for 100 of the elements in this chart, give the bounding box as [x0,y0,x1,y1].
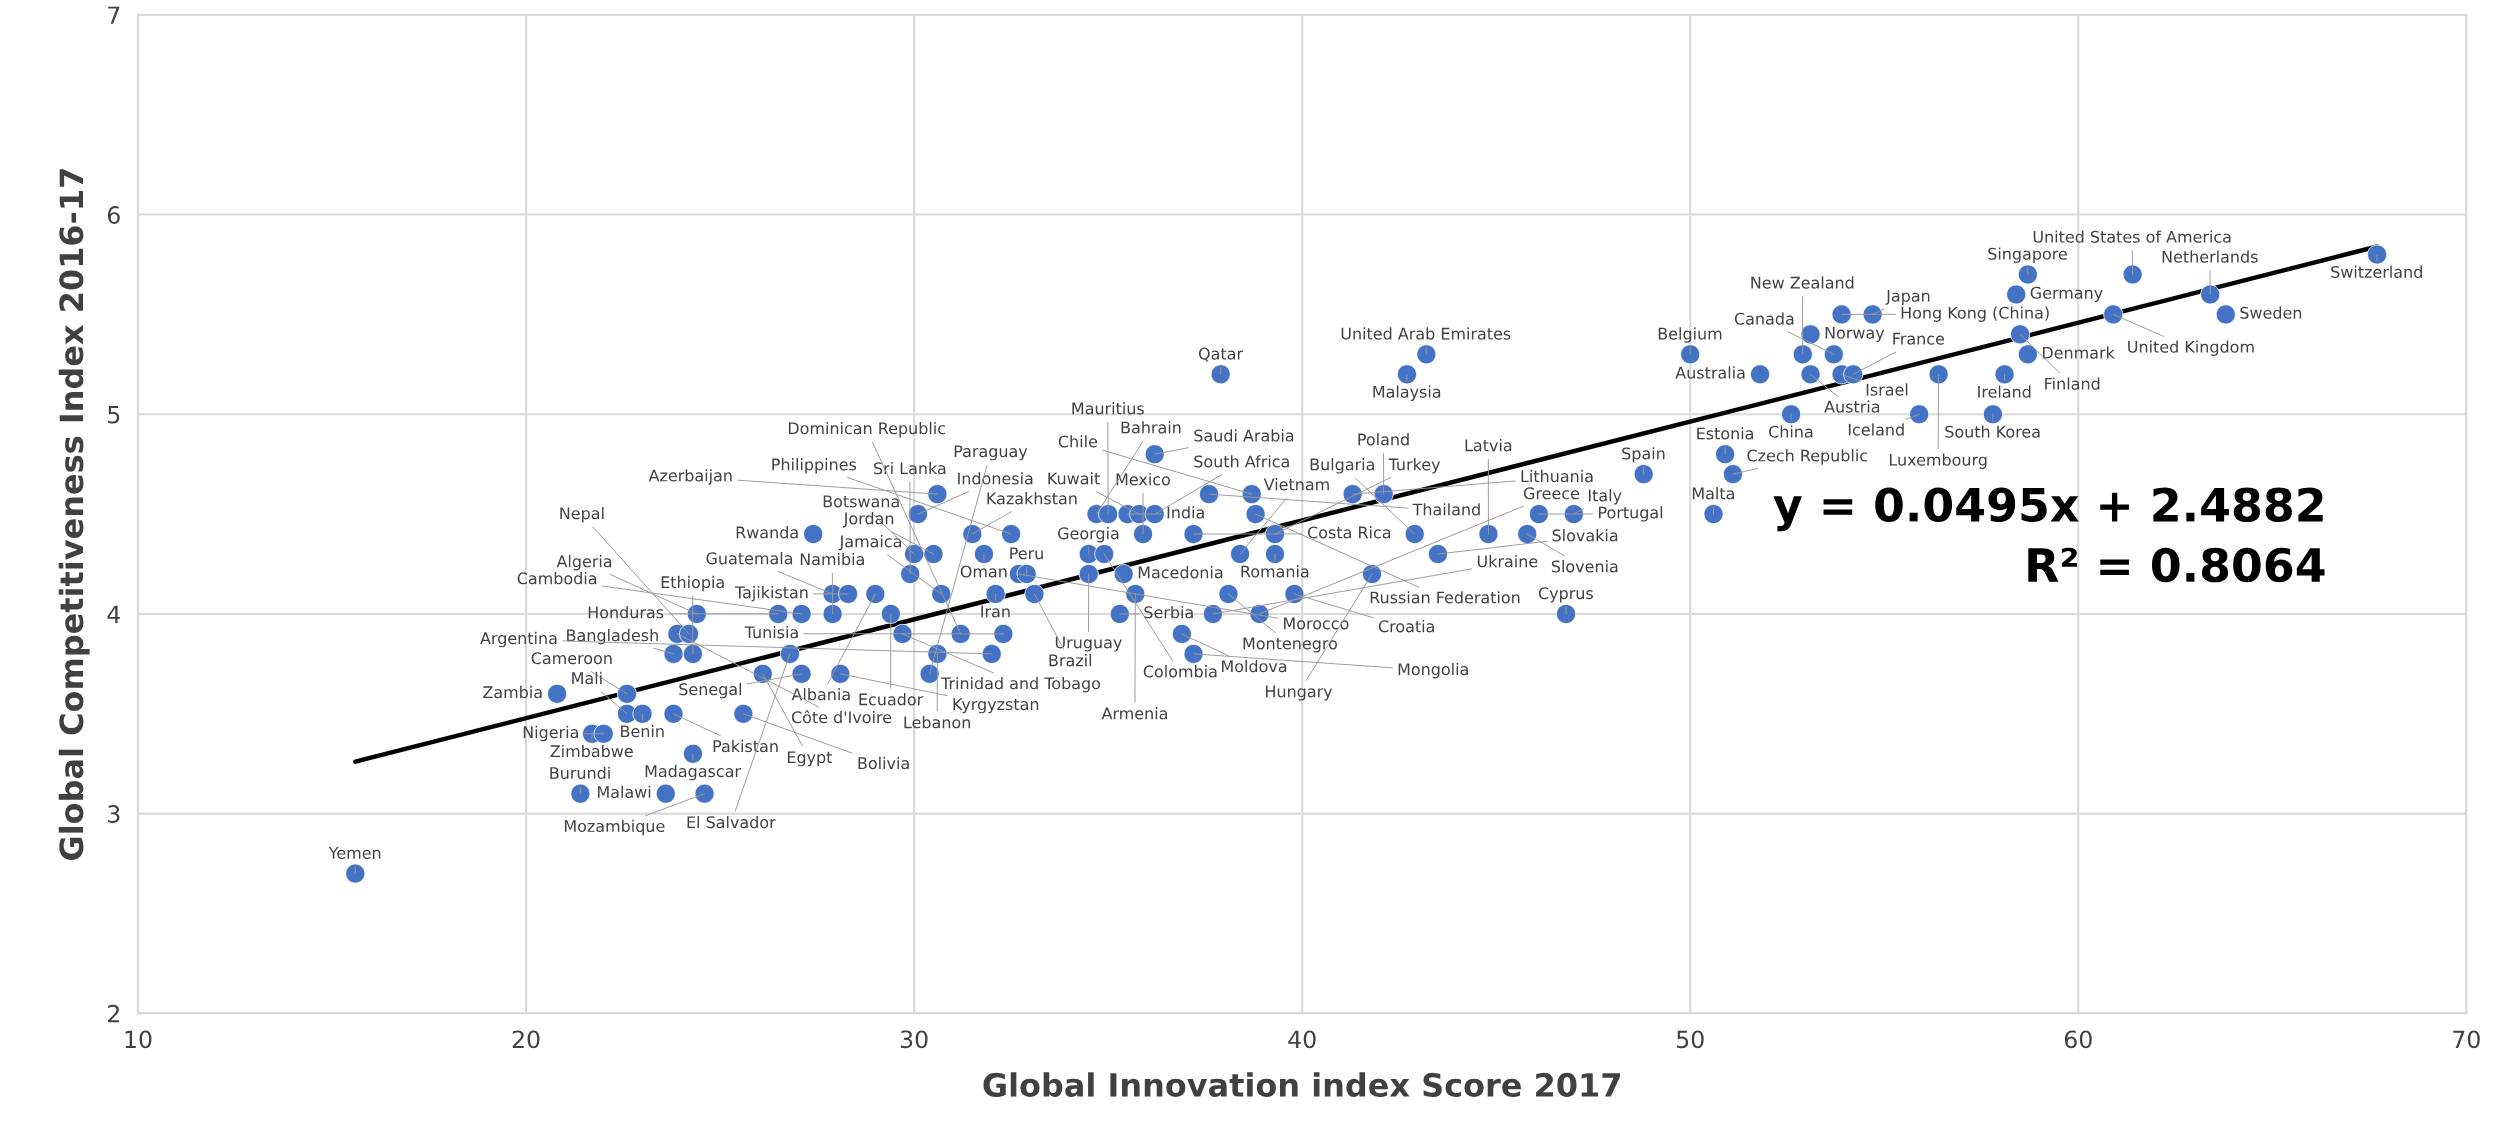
x-tick-label: 10 [125,1030,152,1049]
annotation: Greece [1523,487,1580,500]
annotation: Oman [960,565,1007,578]
annotation: Algeria [556,554,612,571]
annotation: Bolivia [858,756,909,770]
annotation: Benin [621,724,664,738]
annotation: Czech Republic [1747,449,1868,465]
annotation: Montenegro [1243,637,1337,653]
annotation: Slovenia [1551,560,1618,573]
annotation: Armenia [1101,707,1167,720]
y-tick-label: 6 [107,206,120,224]
annotation: Rwanda [736,526,798,539]
annotation: United States of America [2033,230,2231,243]
x-tick-label: 20 [512,1030,540,1049]
annotation: South Korea [1945,425,2040,438]
annotation: Slovakia [1552,529,1618,542]
annotation: Zambia [483,685,542,699]
annotation: Hong Kong (China) [1901,306,2049,322]
annotation: Israel [1866,383,1908,396]
annotation: Pakistan [713,739,778,753]
annotation: Portugal [1599,506,1663,522]
annotation: Malaysia [1373,385,1441,401]
annotation: Kyrgyzstan [953,698,1039,714]
annotation: Senegal [679,682,742,699]
y-tick-label: 5 [108,406,120,424]
annotation: Ethiopia [661,575,724,592]
annotation: Côte d'Ivoire [791,710,892,724]
y-tick-label: 7 [108,6,120,24]
annotation: Burundi [550,766,610,779]
annotation: Switzerland [2331,265,2422,278]
annotation: Japan [1885,289,1930,305]
annotation: France [1893,332,1945,345]
annotation: Saudi Arabia [1194,429,1294,442]
annotation: Trinidad and Tobago [941,676,1101,693]
annotation: Spain [1622,447,1665,463]
annotation: Bulgaria [1310,458,1374,474]
y-tick-label: 4 [107,605,120,623]
annotation: Azerbaijan [648,469,732,485]
y-axis-title: Global Competitiveness Index 2016-17 [58,169,90,860]
annotation: Sri Lanka [874,461,946,475]
x-tick-label: 30 [900,1030,928,1049]
y-tick-label: 2 [108,1004,119,1023]
annotation: Australia [1675,366,1745,379]
annotation: Russian Federation [1370,591,1520,604]
annotation: Malawi [598,785,651,799]
annotation: New Zealand [1751,276,1854,289]
annotation: Malta [1692,487,1734,500]
annotation: Netherlands [2162,250,2258,263]
annotation: Lebanon [904,716,970,729]
annotation: Poland [1358,433,1409,446]
annotation: Madagascar [645,764,741,781]
annotation: Mexico [1116,473,1170,486]
annotation: Zimbabwe [550,744,633,758]
annotation: Nigeria [523,725,578,742]
annotation: Vietnam [1263,478,1329,491]
annotation: Peru [1010,547,1043,560]
annotation: Jordan [842,512,894,528]
annotation: Norway [1825,326,1885,342]
annotation: Honduras [588,605,664,619]
annotation: Argentina [480,631,557,648]
annotation: Lithuania [1521,469,1593,483]
annotation: Brazil [1049,654,1092,667]
annotation: Uruguay [1055,636,1122,652]
annotation: Guatemala [706,552,793,565]
annotation: China [1769,425,1813,438]
annotation: Germany [2030,286,2103,302]
annotation: Albania [791,688,850,701]
annotation: Ireland [1978,385,2031,398]
annotation: Nepal [560,506,604,523]
annotation: Mozambique [564,819,665,836]
annotation: Sweden [2240,306,2302,319]
annotation: Canada [1734,312,1794,325]
annotation: Ecuador [859,693,924,706]
annotation: Moldova [1222,659,1287,673]
annotation: Cameroon [531,652,612,665]
annotation: United Arab Emirates [1341,327,1511,340]
annotation: Jamaica [838,535,901,551]
annotation: Colombia [1143,665,1217,678]
annotation: Cambodia [517,571,597,585]
annotation: Mali [572,671,602,685]
annotation: Dominican Republic [788,421,946,438]
annotation: Tajikistan [734,586,808,602]
annotation: Yemen [328,847,381,859]
annotation: Mauritius [1072,402,1144,415]
annotation: Iran [981,605,1010,618]
annotation: Kazakhstan [987,492,1077,505]
annotation: Costa Rica [1307,526,1391,539]
annotation: Kuwait [1048,472,1100,485]
annotation: Singapore [1988,247,2067,263]
annotation: Philippines [772,458,857,474]
annotation: Ukraine [1477,554,1538,568]
annotation: Luxembourg [1889,453,1987,469]
annotation: Namibia [800,552,864,566]
annotation: Serbia [1144,605,1193,619]
annotation: Bahrain [1121,421,1181,434]
annotation: Thailand [1412,503,1480,516]
annotation: Georgia [1058,527,1119,543]
annotation: Austria [1824,400,1880,413]
y-tick-label: 3 [108,805,120,823]
annotation: Iceland [1848,423,1904,436]
